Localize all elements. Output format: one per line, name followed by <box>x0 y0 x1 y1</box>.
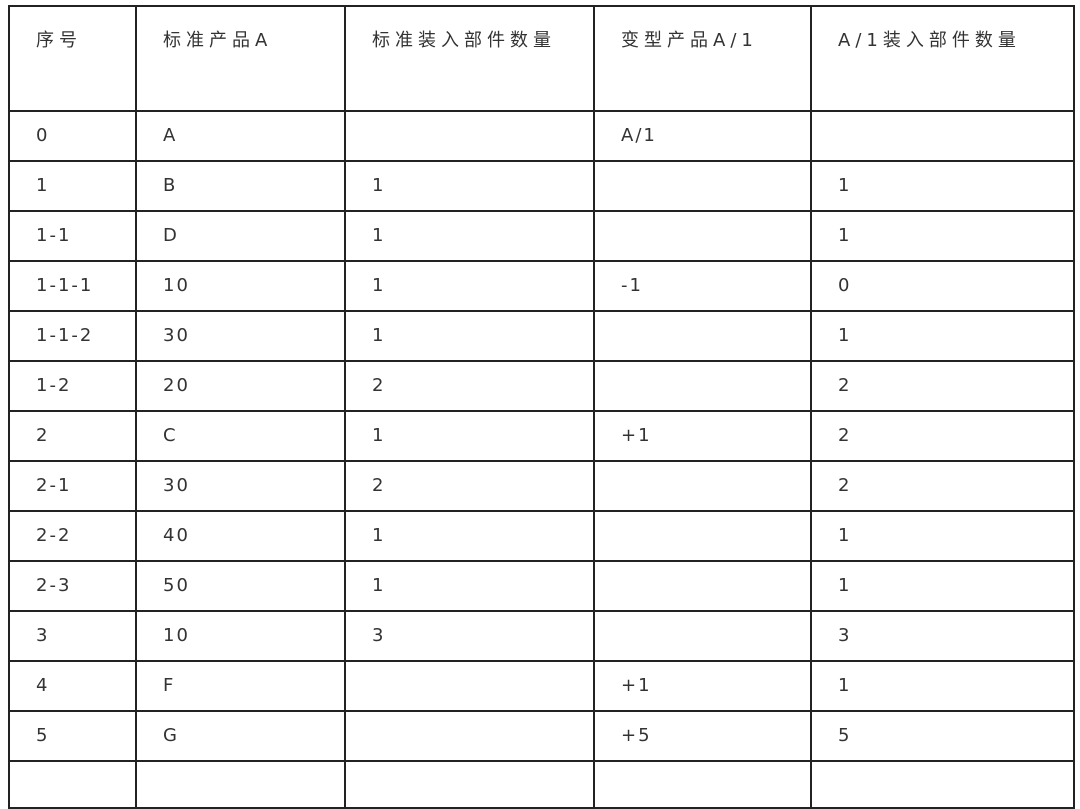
cell-standard-qty <box>344 660 595 712</box>
cell-variant-qty: 1 <box>810 310 1075 362</box>
table-row: 2-1 30 2 2 <box>8 460 1075 512</box>
cell-standard-qty: 1 <box>344 160 595 212</box>
table-row: 1-2 20 2 2 <box>8 360 1075 412</box>
cell-standard-product: D <box>135 210 346 262</box>
cell-variant-product <box>593 560 812 612</box>
cell-variant-qty: 1 <box>810 510 1075 562</box>
cell-standard-product: F <box>135 660 346 712</box>
cell-variant-qty: 2 <box>810 360 1075 412</box>
cell-standard-product: B <box>135 160 346 212</box>
table-row: 2-2 40 1 1 <box>8 510 1075 562</box>
cell-variant-qty: 1 <box>810 210 1075 262</box>
cell-standard-product: 10 <box>135 610 346 662</box>
cell-standard-product: 40 <box>135 510 346 562</box>
cell-index: 1-2 <box>8 360 137 412</box>
cell-index: 1 <box>8 160 137 212</box>
cell-standard-product: 20 <box>135 360 346 412</box>
cell-variant-product <box>593 760 812 809</box>
cell-standard-qty: 1 <box>344 510 595 562</box>
cell-variant-product <box>593 510 812 562</box>
cell-index: 4 <box>8 660 137 712</box>
cell-variant-product <box>593 610 812 662</box>
cell-standard-qty: 1 <box>344 410 595 462</box>
table-row: 4 F +1 1 <box>8 660 1075 712</box>
cell-index: 3 <box>8 610 137 662</box>
cell-variant-product: +1 <box>593 410 812 462</box>
header-row: 序号 标准产品A 标准装入部件数量 变型产品A/1 A/1装入部件数量 <box>8 5 1075 112</box>
header-variant-qty: A/1装入部件数量 <box>810 5 1075 112</box>
cell-index: 2-1 <box>8 460 137 512</box>
cell-variant-product: A/1 <box>593 110 812 162</box>
table-row: 2-3 50 1 1 <box>8 560 1075 612</box>
cell-standard-qty: 1 <box>344 260 595 312</box>
cell-index: 2-3 <box>8 560 137 612</box>
cell-variant-qty: 1 <box>810 560 1075 612</box>
table-row: 3 10 3 3 <box>8 610 1075 662</box>
cell-variant-product <box>593 360 812 412</box>
cell-standard-product: 30 <box>135 460 346 512</box>
table-row: 1-1 D 1 1 <box>8 210 1075 262</box>
cell-standard-product <box>135 760 346 809</box>
cell-variant-qty: 2 <box>810 460 1075 512</box>
cell-index: 0 <box>8 110 137 162</box>
cell-variant-qty: 1 <box>810 160 1075 212</box>
cell-standard-product: C <box>135 410 346 462</box>
header-standard-product: 标准产品A <box>135 5 346 112</box>
cell-variant-product: +5 <box>593 710 812 762</box>
cell-variant-qty <box>810 760 1075 809</box>
cell-standard-product: 10 <box>135 260 346 312</box>
header-standard-qty: 标准装入部件数量 <box>344 5 595 112</box>
cell-variant-product <box>593 310 812 362</box>
cell-standard-qty: 2 <box>344 460 595 512</box>
cell-variant-qty: 3 <box>810 610 1075 662</box>
table-row: 2 C 1 +1 2 <box>8 410 1075 462</box>
table-row: 1-1-1 10 1 -1 0 <box>8 260 1075 312</box>
cell-standard-qty: 2 <box>344 360 595 412</box>
cell-variant-qty: 0 <box>810 260 1075 312</box>
cell-variant-qty <box>810 110 1075 162</box>
cell-index: 1-1-2 <box>8 310 137 362</box>
cell-variant-qty: 5 <box>810 710 1075 762</box>
header-index: 序号 <box>8 5 137 112</box>
cell-variant-product: -1 <box>593 260 812 312</box>
table-row <box>8 760 1075 809</box>
cell-standard-product: A <box>135 110 346 162</box>
cell-standard-product: 30 <box>135 310 346 362</box>
cell-variant-qty: 1 <box>810 660 1075 712</box>
cell-standard-qty: 1 <box>344 210 595 262</box>
cell-standard-product: 50 <box>135 560 346 612</box>
cell-variant-product <box>593 210 812 262</box>
cell-variant-product: +1 <box>593 660 812 712</box>
cell-index: 5 <box>8 710 137 762</box>
cell-variant-qty: 2 <box>810 410 1075 462</box>
cell-index: 2-2 <box>8 510 137 562</box>
cell-variant-product <box>593 160 812 212</box>
cell-index: 1-1 <box>8 210 137 262</box>
table-row: 5 G +5 5 <box>8 710 1075 762</box>
cell-standard-qty: 1 <box>344 560 595 612</box>
bom-table: 序号 标准产品A 标准装入部件数量 变型产品A/1 A/1装入部件数量 0 A A/… <box>8 5 1075 809</box>
cell-index: 2 <box>8 410 137 462</box>
table-row: 0 A A/1 <box>8 110 1075 162</box>
cell-standard-qty: 3 <box>344 610 595 662</box>
cell-index <box>8 760 137 809</box>
cell-index: 1-1-1 <box>8 260 137 312</box>
cell-standard-qty <box>344 110 595 162</box>
cell-standard-qty <box>344 710 595 762</box>
cell-standard-product: G <box>135 710 346 762</box>
header-variant-product: 变型产品A/1 <box>593 5 812 112</box>
table-row: 1-1-2 30 1 1 <box>8 310 1075 362</box>
cell-variant-product <box>593 460 812 512</box>
cell-standard-qty: 1 <box>344 310 595 362</box>
cell-standard-qty <box>344 760 595 809</box>
